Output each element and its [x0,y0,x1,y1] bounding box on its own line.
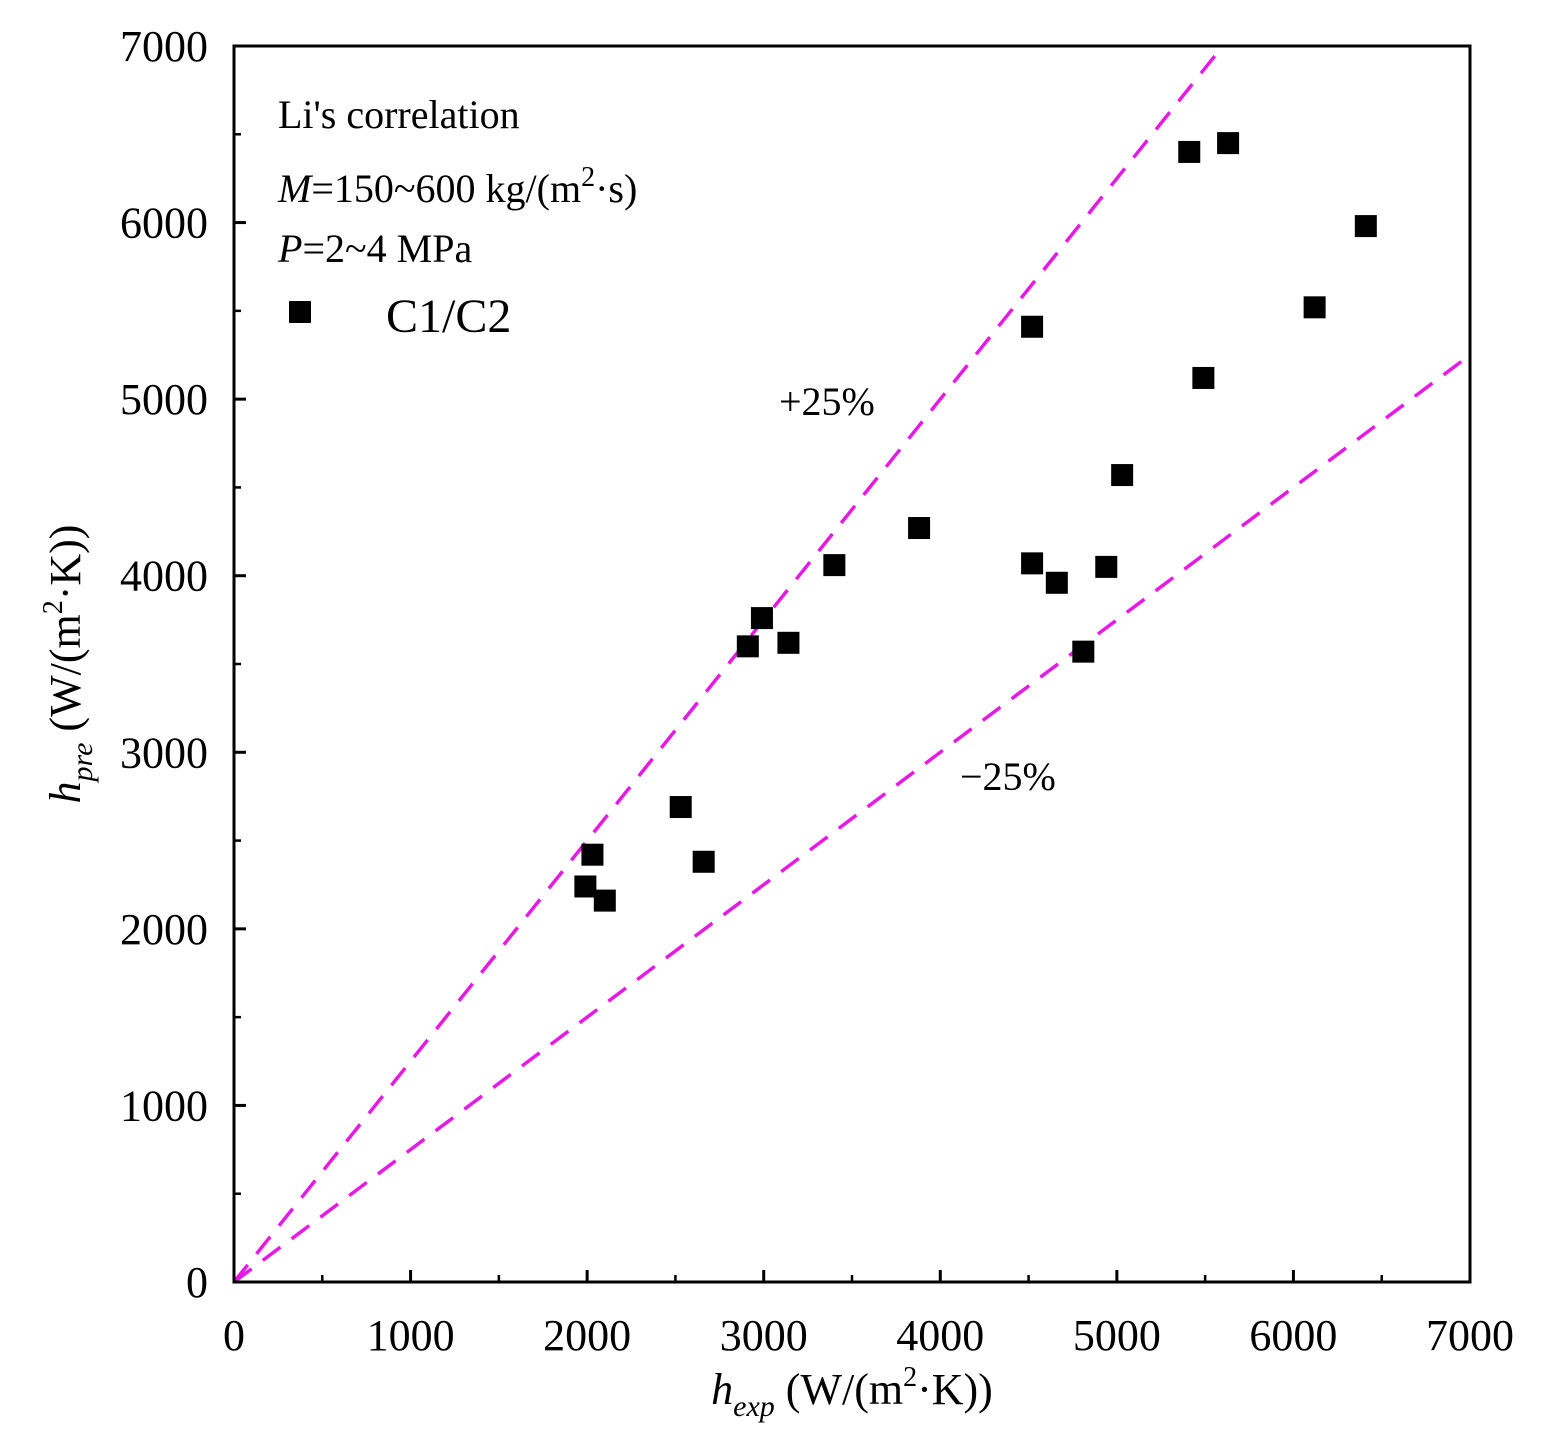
x-tick-label: 1000 [367,1311,455,1360]
y-axis-ticks: 0 1000 2000 3000 4000 5000 6000 7000 [120,22,246,1307]
data-point [1178,140,1201,163]
data-point [1021,552,1044,575]
data-point [1095,555,1118,578]
data-point [750,607,773,630]
y-tick-label: 1000 [120,1081,208,1130]
data-point [1111,464,1134,487]
data-point [581,843,604,866]
annotation-correlation: Li's correlation [278,92,520,137]
data-point [823,554,846,577]
band-label-plus: +25% [779,379,875,424]
data-point [1303,296,1326,319]
y-tick-label: 0 [186,1258,208,1307]
data-point [1217,132,1240,155]
x-tick-label: 5000 [1073,1311,1161,1360]
data-point [574,875,597,898]
x-tick-label: 7000 [1426,1311,1514,1360]
data-point [736,635,759,658]
x-tick-label: 0 [223,1311,245,1360]
x-tick-label: 2000 [543,1311,631,1360]
y-tick-label: 5000 [120,375,208,424]
x-tick-label: 4000 [896,1311,984,1360]
legend-marker [289,301,311,323]
annotation-mass-flux: M=150~600 kg/(m2·s) [277,162,637,211]
y-tick-label: 3000 [120,728,208,777]
reference-lines [232,44,1472,1284]
legend-label: C1/C2 [386,290,511,343]
data-point [1354,215,1377,238]
annotation-pressure: P=2~4 MPa [277,226,472,271]
band-label-minus: −25% [960,754,1056,799]
data-point [777,631,800,654]
data-point [1045,571,1068,594]
y-tick-label: 7000 [120,22,208,71]
annotation-mass-flux-tail: ·s) [595,166,637,211]
data-point [908,517,931,540]
data-points [574,132,1377,912]
data-point [1072,640,1095,663]
annotation-pressure-text: =2~4 MPa [302,226,472,271]
annotation-mass-flux-var: M [277,166,314,211]
data-point [692,850,715,873]
data-point [669,796,692,819]
reference-line-plus-25 [232,44,1225,1284]
y-axis-title: hpre (W/(m2·K)) [38,525,99,804]
annotation-mass-flux-sup: 2 [581,162,595,193]
x-tick-label: 3000 [720,1311,808,1360]
x-tick-label: 6000 [1249,1311,1337,1360]
x-axis-ticks: 0 1000 2000 3000 4000 5000 6000 7000 [223,1270,1514,1360]
x-axis-title: hexp (W/(m2·K)) [711,1362,993,1423]
y-tick-label: 2000 [120,905,208,954]
reference-line-minus-25 [232,353,1472,1284]
data-point [1021,315,1044,338]
y-tick-label: 6000 [120,199,208,248]
annotation-mass-flux-text: =150~600 kg/(m [311,166,581,211]
y-tick-label: 4000 [120,552,208,601]
data-point [1192,366,1215,389]
data-point [593,889,616,912]
annotation-pressure-var: P [277,226,302,271]
